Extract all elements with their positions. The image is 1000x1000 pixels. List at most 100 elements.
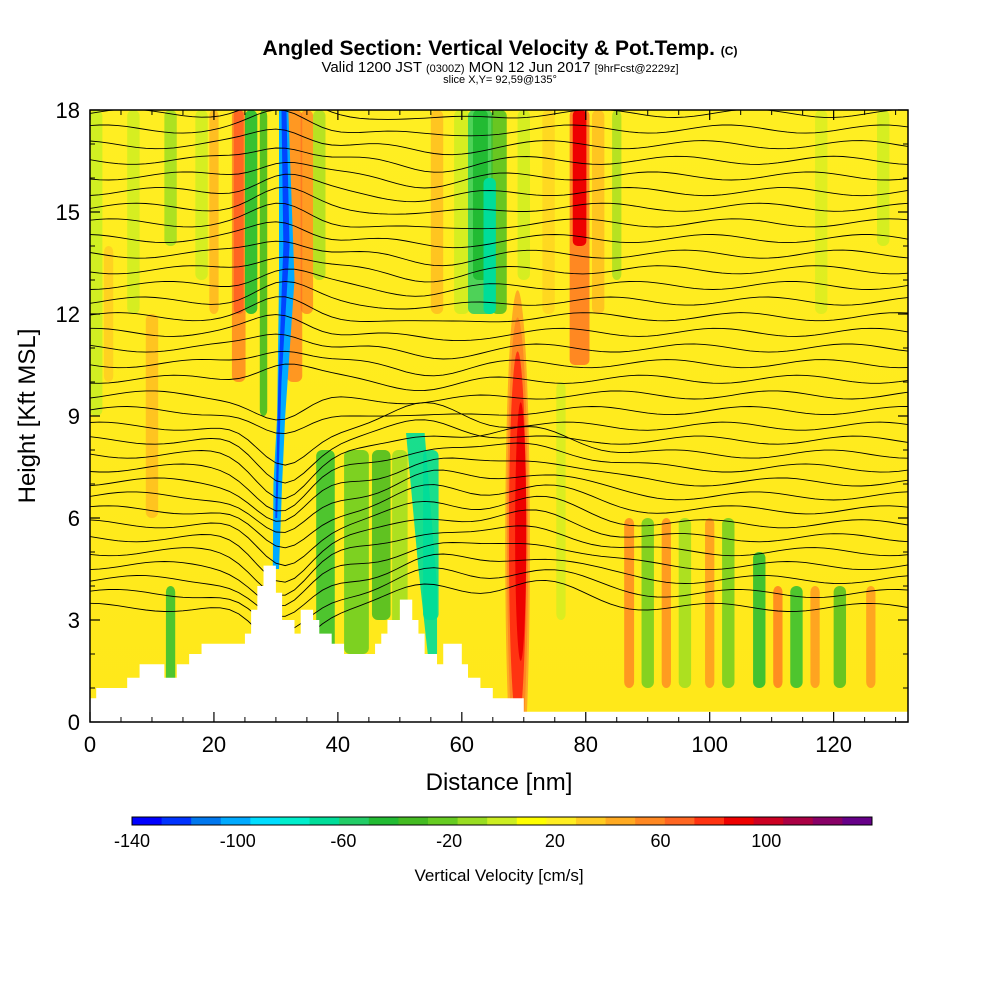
colorbar-tick-label: -100 (220, 831, 256, 851)
theta-contour (90, 579, 908, 649)
velocity-streak (164, 110, 177, 246)
theta-contour (90, 240, 908, 267)
theta-contour (90, 402, 908, 466)
velocity-streak (313, 110, 326, 280)
colorbar-swatch (783, 817, 814, 825)
velocity-core (572, 110, 587, 246)
theta-contour (90, 268, 908, 297)
terrain-shape (90, 565, 908, 722)
velocity-streak (259, 110, 268, 416)
colorbar-swatch (191, 817, 222, 825)
theta-contour (90, 457, 908, 522)
velocity-streak (244, 110, 258, 314)
colorbar-swatch (812, 817, 843, 825)
y-tick-label: 18 (56, 98, 80, 123)
velocity-streak (753, 552, 766, 688)
velocity-streak (344, 450, 369, 654)
velocity-streak (145, 314, 159, 518)
velocity-streak (641, 518, 654, 688)
downdraft-band (406, 433, 438, 654)
colorbar-swatch (546, 817, 577, 825)
colorbar-swatch (132, 817, 163, 825)
velocity-streak (517, 110, 530, 280)
theta-contour (90, 280, 908, 310)
theta-contour (90, 128, 908, 156)
colorbar-title: Vertical Velocity [cm/s] (414, 866, 583, 885)
colorbar-swatch (280, 817, 311, 825)
velocity-streak (833, 586, 847, 688)
slice-label: slice X,Y= 92,59@135° (443, 74, 557, 86)
colorbar-frame (131, 816, 873, 826)
x-tick-label: 100 (691, 732, 728, 757)
axis-ticks: 0 20 40 60 80 100 120 0 3 6 9 12 15 18 (56, 98, 908, 757)
x-tick-label: 20 (202, 732, 226, 757)
theta-contour (90, 161, 908, 189)
colorbar-swatch (842, 817, 873, 825)
theta-contour (90, 469, 908, 533)
theta-contour (90, 390, 908, 421)
velocity-field (90, 110, 908, 722)
colorbar-swatch (339, 817, 370, 825)
colorbar-swatch (309, 817, 340, 825)
velocity-streak (165, 586, 176, 688)
x-tick-label: 80 (574, 732, 598, 757)
theta-contour (90, 173, 908, 203)
colorbar-swatch (398, 817, 429, 825)
theta-contour (90, 296, 908, 323)
title-block: Angled Section: Vertical Velocity & Pot.… (0, 38, 1000, 86)
theta-contour (90, 426, 908, 500)
y-tick-label: 9 (68, 404, 80, 429)
y-tick-label: 12 (56, 302, 80, 327)
velocity-streak (773, 586, 783, 688)
chart-subtitle: Valid 1200 JST (0300Z) MON 12 Jun 2017 [… (321, 59, 679, 76)
theta-contour (90, 495, 908, 567)
colorbar-swatch (457, 817, 488, 825)
x-tick-label: 120 (815, 732, 852, 757)
velocity-streak (661, 518, 671, 688)
colorbar-swatch (368, 817, 399, 825)
theta-contour (90, 256, 908, 283)
theta-contour (90, 333, 908, 360)
theta-contour (90, 553, 908, 617)
velocity-streak (209, 110, 219, 314)
theta-contour (90, 147, 908, 173)
colorbar-swatch (428, 817, 459, 825)
y-axis-title: Height [Kft MSL] (14, 329, 41, 504)
colorbar-swatch (605, 817, 636, 825)
theta-contour (90, 509, 908, 583)
y-tick-label: 15 (56, 200, 80, 225)
colorbar-tick-label: 20 (545, 831, 565, 851)
colorbar-swatch (576, 817, 607, 825)
colorbar-swatch (487, 817, 518, 825)
x-axis-title: Distance [nm] (426, 769, 573, 796)
theta-contour (90, 363, 908, 392)
updraft-core (515, 402, 527, 661)
y-tick-label: 3 (68, 608, 80, 633)
theta-contour (90, 110, 908, 137)
velocity-streak (127, 110, 140, 314)
velocity-streak (810, 586, 820, 688)
velocity-core (483, 178, 496, 314)
colorbar: -140 -100 -60 -20 20 60 100 (114, 816, 873, 851)
velocity-streak (722, 518, 735, 688)
velocity-streak (877, 110, 890, 246)
velocity-streak (103, 246, 114, 382)
y-tick-label: 0 (68, 710, 80, 735)
theta-contour (90, 221, 908, 249)
colorbar-swatch (635, 817, 666, 825)
velocity-streak (195, 110, 208, 280)
velocity-streak (866, 586, 876, 688)
theta-contour (90, 419, 908, 484)
x-tick-label: 60 (450, 732, 474, 757)
colorbar-swatch (161, 817, 192, 825)
colorbar-tick-label: 100 (751, 831, 781, 851)
colorbar-swatch (753, 817, 784, 825)
theta-contour (90, 314, 908, 342)
terrain (90, 565, 908, 722)
colorbar-tick-label: -140 (114, 831, 150, 851)
colorbar-tick-label: 60 (651, 831, 671, 851)
theta-contour (90, 350, 908, 377)
x-tick-label: 0 (84, 732, 96, 757)
velocity-streak (300, 110, 314, 314)
theta-contour (90, 542, 908, 607)
